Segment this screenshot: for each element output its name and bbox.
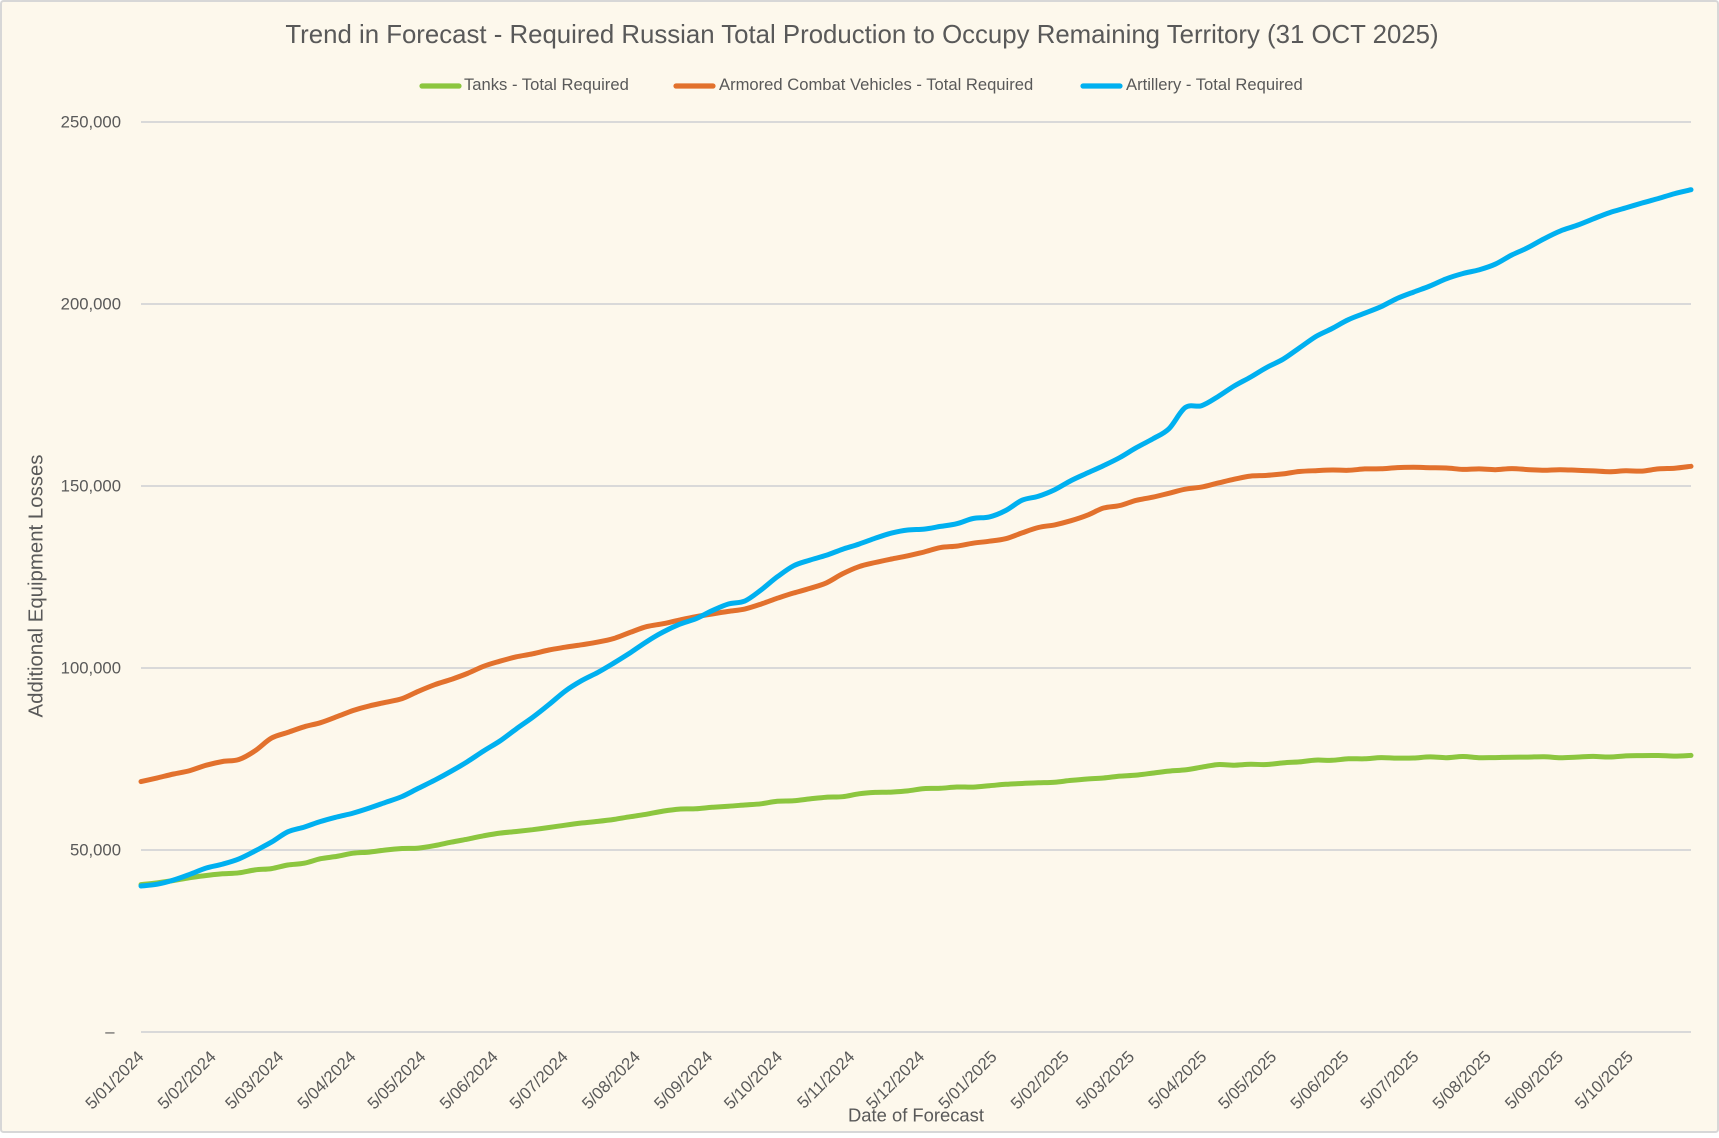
svg-text:150,000: 150,000 (61, 477, 121, 496)
svg-text:–: – (105, 1022, 115, 1041)
svg-text:200,000: 200,000 (61, 295, 121, 314)
svg-text:Date of Forecast: Date of Forecast (848, 1104, 984, 1125)
svg-text:Additional Equipment Losses: Additional Equipment Losses (26, 455, 48, 718)
svg-text:Trend in Forecast - Required R: Trend in Forecast - Required Russian Tot… (285, 21, 1438, 49)
svg-text:Artillery - Total Required: Artillery - Total Required (1126, 75, 1303, 94)
svg-text:Tanks - Total Required: Tanks - Total Required (464, 75, 629, 94)
svg-text:250,000: 250,000 (61, 113, 121, 132)
svg-text:50,000: 50,000 (70, 841, 121, 860)
svg-text:Armored Combat Vehicles - Tota: Armored Combat Vehicles - Total Required (719, 75, 1033, 94)
svg-text:100,000: 100,000 (61, 659, 121, 678)
